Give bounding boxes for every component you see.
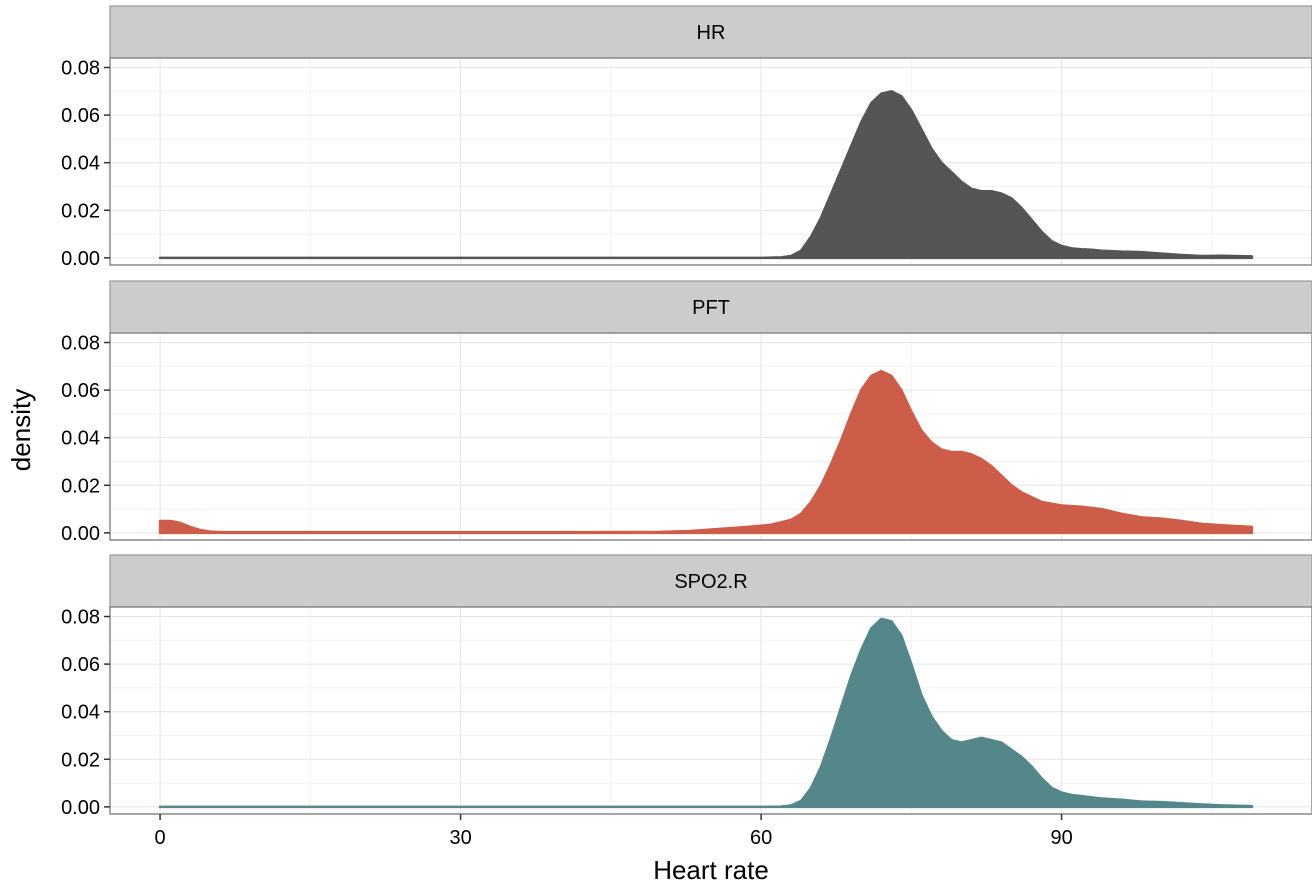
- y-tick-label: 0.06: [61, 105, 100, 127]
- y-tick-label: 0.00: [61, 248, 100, 270]
- facet-panel-1: PFT 0.00 0.02 0.04 0.06 0.08: [61, 280, 1312, 545]
- y-tick-label: 0.02: [61, 475, 100, 497]
- facet-panel-2: SPO2.R 0.00 0.02 0.04 0.06 0.08 0 30 60 90: [61, 554, 1312, 849]
- y-tick-label: 0.02: [61, 200, 100, 222]
- y-axis-title: density: [6, 389, 36, 471]
- x-tick-label: 0: [155, 827, 166, 849]
- panel-border-2: [109, 606, 1312, 815]
- x-axis-title: Heart rate: [653, 855, 769, 885]
- facet-strip-2: [109, 554, 1312, 608]
- panel-border-1: [109, 332, 1312, 541]
- density-area-1: [158, 369, 1254, 535]
- x-tick-label: 30: [449, 827, 471, 849]
- facet-strip-0: [109, 5, 1312, 59]
- facet-strip-1: [109, 280, 1312, 334]
- facet-strip-label-1: PFT: [692, 297, 730, 319]
- facet-panel-0: HR 0.00 0.02 0.04 0.06 0.08: [61, 5, 1312, 270]
- facet-panels: HR 0.00 0.02 0.04 0.06 0.08 PFT 0.00 0.02 0.04 0.0…: [61, 5, 1312, 849]
- y-tick-label: 0.06: [61, 654, 100, 676]
- y-tick-label: 0.04: [61, 702, 100, 724]
- y-tick-label: 0.00: [61, 797, 100, 819]
- y-tick-label: 0.06: [61, 380, 100, 402]
- density-area-0: [158, 90, 1254, 260]
- panel-border-0: [109, 57, 1312, 266]
- y-tick-label: 0.08: [61, 333, 100, 355]
- y-tick-label: 0.02: [61, 749, 100, 771]
- facet-strip-label-2: SPO2.R: [674, 571, 747, 593]
- facet-strip-label-0: HR: [697, 22, 726, 44]
- x-tick-label: 90: [1050, 827, 1072, 849]
- x-tick-label: 60: [750, 827, 772, 849]
- y-tick-label: 0.00: [61, 523, 100, 545]
- y-tick-label: 0.08: [61, 58, 100, 80]
- density-area-2: [158, 617, 1254, 809]
- y-tick-label: 0.04: [61, 153, 100, 175]
- y-tick-label: 0.04: [61, 428, 100, 450]
- y-tick-label: 0.08: [61, 607, 100, 629]
